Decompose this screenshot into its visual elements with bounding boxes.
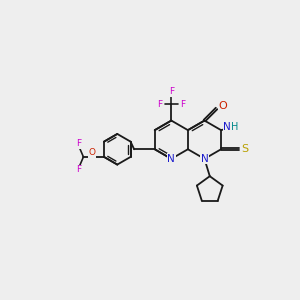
Text: F: F: [157, 100, 162, 109]
Text: F: F: [76, 140, 81, 148]
Text: N: N: [201, 154, 208, 164]
Text: F: F: [169, 88, 174, 97]
Text: F: F: [181, 100, 186, 109]
Text: H: H: [232, 122, 239, 132]
Text: N: N: [223, 122, 231, 132]
Text: O: O: [219, 101, 227, 111]
Text: F: F: [76, 165, 81, 174]
Text: O: O: [88, 148, 95, 157]
Text: S: S: [242, 144, 249, 154]
Text: N: N: [167, 154, 175, 164]
